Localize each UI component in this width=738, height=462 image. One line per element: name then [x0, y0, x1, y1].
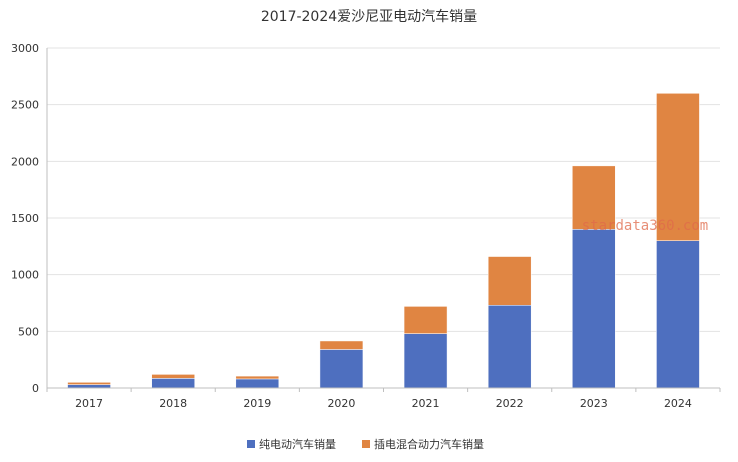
legend-label-phev: 插电混合动力汽车销量 — [374, 437, 484, 451]
y-tick-label: 0 — [32, 382, 39, 395]
x-tick-label: 2018 — [159, 397, 187, 410]
bar-phev-2017 — [67, 382, 111, 385]
x-tick-label: 2022 — [496, 397, 524, 410]
bar-bev-2019 — [235, 378, 280, 389]
x-tick-label: 2019 — [243, 397, 271, 410]
watermark: stardata360.com — [582, 218, 708, 234]
bar-phev-2019 — [235, 375, 280, 380]
bar-bev-2021 — [403, 333, 448, 389]
bars-layer: stardata360.com — [67, 93, 708, 389]
bar-bev-2024 — [656, 240, 700, 389]
legend-swatch-bev — [247, 440, 255, 448]
legend: 纯电动汽车销量 插电混合动力汽车销量 — [247, 437, 484, 451]
x-tick-label: 2023 — [580, 397, 608, 410]
bar-bev-2020 — [319, 349, 364, 389]
bar-bev-2023 — [572, 229, 616, 389]
grid-layer — [47, 47, 720, 332]
x-tick-label: 2021 — [412, 397, 440, 410]
bar-bev-2017 — [67, 384, 111, 389]
y-tick-label: 1500 — [11, 212, 39, 225]
x-tick-label: 2020 — [327, 397, 355, 410]
y-tick-label: 500 — [18, 325, 39, 338]
bar-phev-2022 — [487, 256, 532, 306]
chart-title: 2017-2024爱沙尼亚电动汽车销量 — [260, 9, 478, 25]
legend-label-bev: 纯电动汽车销量 — [259, 437, 336, 451]
axis-layer: 0 500 1000 1500 2000 2500 3000 2017 2018 2019 2020… — [11, 42, 721, 410]
bar-phev-2021 — [403, 306, 448, 334]
bar-phev-2024 — [656, 93, 700, 241]
x-tick-label: 2017 — [75, 397, 103, 410]
legend-swatch-phev — [362, 440, 370, 448]
y-tick-label: 3000 — [11, 42, 39, 55]
bar-phev-2018 — [151, 374, 195, 379]
bar-bev-2022 — [487, 305, 532, 389]
y-tick-label: 2500 — [11, 99, 39, 112]
x-tick-label: 2024 — [664, 397, 692, 410]
y-tick-label: 1000 — [11, 269, 39, 282]
bar-phev-2020 — [319, 340, 364, 350]
bar-bev-2018 — [151, 378, 195, 389]
bar-phev-2023 — [572, 165, 616, 230]
y-tick-label: 2000 — [11, 155, 39, 168]
